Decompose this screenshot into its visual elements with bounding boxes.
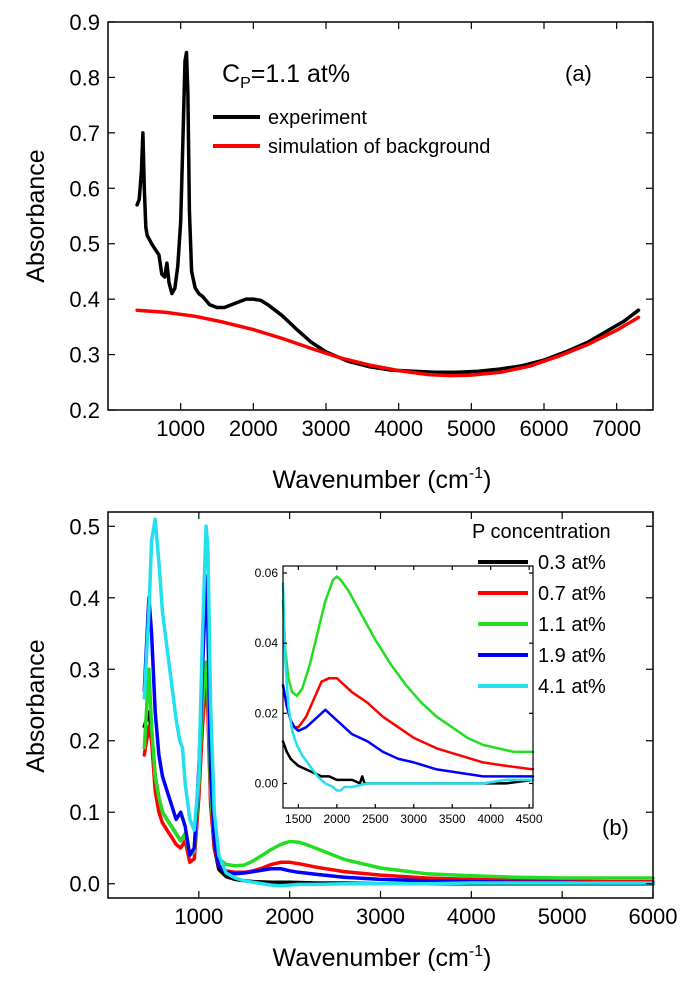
inset-x-tick-label: 2000 [323, 812, 350, 826]
panel-b-x-tick-label: 1000 [174, 904, 223, 929]
panel-a-series [135, 50, 641, 378]
panel-a-plot-frame [107, 21, 654, 411]
legend-label-1-9: 1.9 at% [538, 645, 606, 667]
panel-a: 1000 2000 3000 4000 5000 6000 7000 0.20.30.40.… [22, 10, 654, 494]
panel-b-y-tick-label: 0.3 [69, 657, 100, 682]
inset-y-tick-label: 0.04 [255, 636, 279, 650]
inset-series-1-1-at [281, 575, 535, 754]
panel-a-x-tick-label: 4000 [374, 416, 423, 441]
panel-b-x-label: Wavenumber (cm-1) [273, 943, 492, 972]
panel-b-y-tick-label: 0.0 [69, 872, 100, 897]
inset-x-axis: 1500 2000 2500 3000 3500 4000 4500 [285, 566, 543, 826]
panel-a-y-axis: 0.2 0.3 0.4 0.5 0.6 0.7 0.8 0.9 [69, 10, 653, 423]
panel-a-series-simulation-of-background [135, 308, 641, 378]
inset-x-tick-label: 3500 [439, 812, 466, 826]
panel-a-y-tick-label: 0.9 [69, 10, 100, 35]
inset-series [281, 575, 535, 792]
inset-series-4-1-at [281, 582, 535, 792]
panel-b-series-4-1-at [142, 517, 655, 888]
panel-a-y-tick-label: 0.2 [69, 398, 100, 423]
legend-label-simulation: simulation of background [268, 136, 490, 158]
panel-a-x-tick-label: 1000 [156, 416, 205, 441]
inset-x-tick-label: 3000 [400, 812, 427, 826]
panel-b-y-tick-label: 0.1 [69, 800, 100, 825]
legend-label-4-1: 4.1 at% [538, 676, 606, 698]
panel-a-x-tick-label: 5000 [447, 416, 496, 441]
panel-a-y-tick-label: 0.3 [69, 343, 100, 368]
panel-b-legend: P concentration 0.3 at% 0.7 at% 1.1 at% … [472, 521, 611, 698]
inset-y-axis: 0.00 0.02 0.04 0.06 [255, 566, 533, 790]
inset-x-tick-label: 4000 [477, 812, 504, 826]
panel-a-annotation: CP=1.1 at% [222, 60, 350, 92]
inset-y-tick-label: 0.00 [255, 776, 279, 790]
panel-b-series [142, 517, 655, 888]
panel-a-y-tick-label: 0.4 [69, 287, 100, 312]
panel-a-y-tick-label: 0.7 [69, 121, 100, 146]
panel-a-x-tick-label: 3000 [302, 416, 351, 441]
inset-plot-frame [282, 565, 534, 809]
panel-b-x-tick-label: 5000 [538, 904, 587, 929]
panel-a-x-tick-label: 6000 [520, 416, 569, 441]
panel-a-x-label: Wavenumber (cm-1) [273, 465, 492, 494]
panel-b-label: (b) [602, 815, 629, 840]
panel-a-label: (a) [565, 61, 592, 86]
panel-b-x-axis: 1000 2000 3000 4000 5000 6000 [174, 512, 677, 929]
panel-a-y-tick-label: 0.8 [69, 65, 100, 90]
panel-b-x-tick-label: 2000 [265, 904, 314, 929]
inset-chart: 1500 2000 2500 3000 3500 4000 4500 0.000.020.0… [255, 565, 543, 826]
legend-label-0-7: 0.7 at% [538, 583, 606, 605]
legend-label-0-3: 0.3 at% [538, 552, 606, 574]
panel-b-x-tick-label: 4000 [447, 904, 496, 929]
panel-a-y-tick-label: 0.5 [69, 232, 100, 257]
inset-x-tick-label: 4500 [516, 812, 543, 826]
panel-b: 1000 2000 3000 4000 5000 6000 0.0 0.1 0.2 0.3 0.4… [22, 511, 677, 972]
panel-b-y-tick-label: 0.4 [69, 586, 100, 611]
panel-b-x-tick-label: 6000 [629, 904, 678, 929]
panel-b-y-tick-label: 0.5 [69, 514, 100, 539]
inset-series-1-9-at [281, 683, 535, 778]
legend-label-experiment: experiment [268, 107, 367, 129]
panel-a-x-axis: 1000 2000 3000 4000 5000 6000 7000 [156, 22, 641, 441]
panel-a-x-tick-label: 2000 [229, 416, 278, 441]
inset-x-tick-label: 2500 [362, 812, 389, 826]
panel-a-series-experiment [135, 50, 641, 375]
panel-a-x-tick-label: 7000 [592, 416, 641, 441]
legend-label-1-1: 1.1 at% [538, 614, 606, 636]
panel-a-y-label: Absorbance [22, 149, 50, 282]
panel-a-y-tick-label: 0.6 [69, 176, 100, 201]
inset-y-tick-label: 0.06 [255, 566, 279, 580]
panel-b-y-axis: 0.0 0.1 0.2 0.3 0.4 0.5 [69, 514, 653, 897]
panel-b-y-tick-label: 0.2 [69, 729, 100, 754]
panel-b-series-1-9-at [142, 574, 655, 885]
panel-b-x-tick-label: 3000 [356, 904, 405, 929]
inset-x-tick-label: 1500 [285, 812, 312, 826]
legend-title: P concentration [472, 521, 611, 543]
panel-a-legend: experiment simulation of background [213, 107, 490, 158]
inset-y-tick-label: 0.02 [255, 706, 279, 720]
panel-b-y-label: Absorbance [22, 639, 50, 772]
